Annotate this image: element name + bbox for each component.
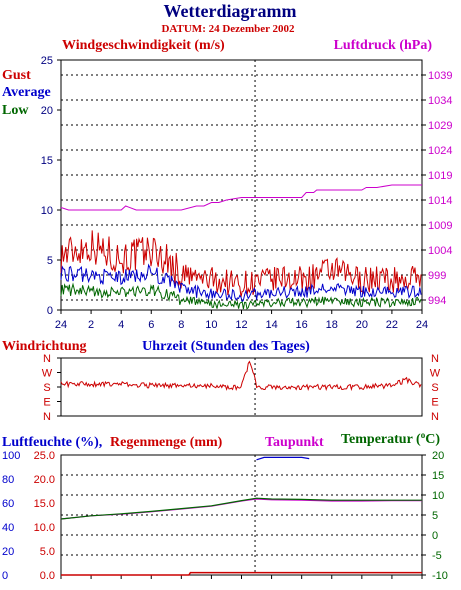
direction-tick-left: S (43, 382, 50, 394)
panel3-series (60, 456, 422, 576)
x-tick-label: 16 (296, 319, 308, 331)
direction-tick-left: E (43, 397, 50, 409)
rain-tick-label: 15.0 (34, 498, 55, 510)
temperature-tick-label: 15 (432, 470, 444, 482)
y-tick-label: 0 (47, 305, 53, 317)
temperature-tick-label: 20 (432, 450, 444, 462)
direction-tick-right: S (431, 382, 438, 394)
y2-tick-label: 1024 (428, 145, 452, 157)
humidity-axis-title: Luftfeuchte (%), (2, 435, 102, 450)
chart-subtitle: DATUM: 24 Dezember 2002 (161, 23, 295, 35)
temperature-tick-label: 5 (432, 510, 438, 522)
x-tick-label: 2 (88, 319, 94, 331)
rain-tick-label: 20.0 (34, 474, 55, 486)
series-wind-direction-line (60, 360, 422, 392)
humidity-tick-label: 0 (2, 570, 8, 582)
dewpoint-axis-title: Taupunkt (265, 435, 324, 450)
x-tick-label: 24 (416, 319, 428, 331)
direction-tick-left: N (43, 411, 51, 423)
panel1-frame (60, 59, 423, 311)
x-tick-label: 18 (326, 319, 338, 331)
y2-tick-label: 1029 (428, 120, 452, 132)
humidity-tick-label: 60 (2, 498, 14, 510)
series-taupunkt-line (60, 498, 422, 520)
temperature-axis-title: Temperatur (oC) (341, 430, 440, 447)
x-tick-label: 12 (235, 319, 247, 331)
x-tick-label: 8 (178, 319, 184, 331)
y-tick-label: 15 (41, 155, 53, 167)
series-gust-line (60, 230, 422, 298)
direction-tick-right: N (431, 353, 439, 365)
y2-tick-label: 1004 (428, 245, 452, 257)
chart-title: Wetterdiagramm (164, 1, 297, 21)
x-tick-label: 14 (265, 319, 277, 331)
legend-gust: Gust (2, 68, 31, 83)
y2-tick-label: 1014 (428, 195, 452, 207)
x-tick-label: 4 (118, 319, 124, 331)
panel1-left-ticks: 0 5 10 15 20 25 (41, 55, 61, 317)
y2-tick-label: 1019 (428, 170, 452, 182)
humidity-tick-label: 40 (2, 522, 14, 534)
y-tick-label: 25 (41, 55, 53, 67)
y2-tick-label: 1034 (428, 95, 452, 107)
temperature-tick-label: 10 (432, 490, 444, 502)
direction-tick-left: W (42, 368, 53, 380)
panel2-direction-ticks: N NW WS SE EN N (42, 353, 441, 423)
legend-average: Average (2, 85, 51, 100)
y2-tick-label: 1009 (428, 220, 452, 232)
legend-low: Low (2, 103, 29, 118)
panel2-series (60, 360, 422, 392)
wind-speed-axis-title: Windgeschwindigkeit (m/s) (62, 38, 225, 53)
x-tick-label: 6 (148, 319, 154, 331)
series-luftfeuchte-line (256, 456, 310, 461)
panel1-x-ticks: 24 2 4 6 8 10 12 14 16 18 20 22 24 (55, 310, 428, 331)
x-tick-label: 20 (356, 319, 368, 331)
x-tick-label: 10 (205, 319, 217, 331)
y2-tick-label: 1039 (428, 70, 452, 82)
panel1-series (60, 184, 422, 310)
rain-axis-title: Regenmenge (mm) (110, 435, 223, 450)
series-temperatur-line (60, 497, 422, 520)
panel1-right-ticks: 994 999 1004 1009 1014 1019 1024 1029 1034 1039 (422, 70, 452, 307)
y-tick-label: 10 (41, 205, 53, 217)
x-axis-title: Uhrzeit (Stunden des Tages) (142, 339, 310, 354)
wind-direction-title: Windrichtung (2, 339, 87, 354)
direction-tick-right: E (431, 397, 438, 409)
humidity-tick-label: 80 (2, 474, 14, 486)
temperature-tick-label: 0 (432, 530, 438, 542)
series-regenmenge-line (61, 571, 422, 576)
series-luftdruck-line (60, 184, 422, 211)
panel1-grid (61, 60, 422, 310)
direction-tick-right: W (430, 368, 441, 380)
direction-tick-right: N (431, 411, 439, 423)
y2-tick-label: 999 (428, 270, 446, 282)
y-tick-label: 20 (41, 105, 53, 117)
temperature-tick-label: -5 (432, 550, 442, 562)
humidity-rain-temperature-panel: 0 20 40 60 80 100 0.0 5.0 10.0 15.0 20.0 25.0 -10 -5 0… (2, 450, 448, 582)
y2-tick-label: 994 (428, 295, 446, 307)
pressure-axis-title: Luftdruck (hPa) (334, 38, 433, 53)
rain-tick-label: 5.0 (40, 546, 55, 558)
rain-tick-label: 10.0 (34, 522, 55, 534)
wind-direction-panel: N NW WS SE EN N (42, 353, 441, 423)
humidity-tick-label: 100 (2, 450, 20, 462)
y-tick-label: 5 (47, 255, 53, 267)
humidity-tick-label: 20 (2, 546, 14, 558)
direction-tick-left: N (43, 353, 51, 365)
rain-tick-label: 25.0 (34, 450, 55, 462)
panel3-ticks: 0 20 40 60 80 100 0.0 5.0 10.0 15.0 20.0 25.0 -10 -5 0… (2, 450, 448, 582)
temperature-tick-label: -10 (432, 570, 448, 582)
rain-tick-label: 0.0 (40, 570, 55, 582)
x-tick-label: 22 (386, 319, 398, 331)
x-tick-label: 24 (55, 319, 67, 331)
series-low-line (60, 282, 422, 310)
series-average-line (60, 263, 422, 303)
